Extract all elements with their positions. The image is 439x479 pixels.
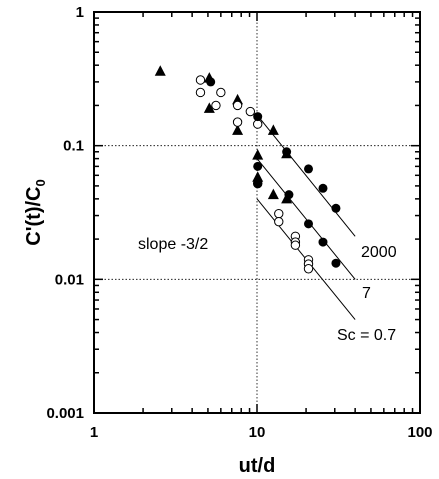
data-point-triangle xyxy=(267,124,279,135)
line-label-7: 7 xyxy=(362,285,371,302)
data-point-filled-circle xyxy=(282,147,292,157)
data-point-open-circle xyxy=(195,87,206,98)
data-point-filled-circle xyxy=(304,219,314,229)
data-point-open-circle xyxy=(274,216,284,227)
data-point-filled-circle xyxy=(304,164,314,174)
slope-reference-line xyxy=(256,158,356,280)
axis-ticks xyxy=(93,12,420,414)
data-point-open-circle xyxy=(211,100,221,111)
slope-annotation: slope -3/2 xyxy=(138,236,208,253)
data-point-filled-circle xyxy=(318,237,328,247)
data-point-triangle xyxy=(203,102,215,113)
data-point-filled-circle xyxy=(253,161,263,171)
x-axis-title: ut/d xyxy=(239,455,276,477)
data-point-open-circle xyxy=(290,240,301,250)
y-tick-label: 1 xyxy=(76,4,84,21)
gridlines xyxy=(94,12,420,413)
y-tick-label: 0.1 xyxy=(63,138,84,155)
y-tick-label: 0.01 xyxy=(55,271,84,288)
data-point-filled-circle xyxy=(253,112,263,122)
x-tick-label: 1 xyxy=(90,424,98,441)
y-tick-label: 0.001 xyxy=(46,405,84,422)
data-point-filled-circle xyxy=(284,190,294,200)
tick-labels: 1 10 100 0.001 0.01 0.1 1 xyxy=(46,4,432,441)
data-point-filled-circle xyxy=(331,258,341,268)
data-point-filled-circle xyxy=(253,179,263,189)
data-point-open-circle xyxy=(195,75,206,85)
data-point-filled-circle xyxy=(331,203,341,213)
y-axis-title: C'(t)/C0 xyxy=(23,179,48,245)
data-point-open-circle xyxy=(232,117,243,127)
y-axis-title-main: C'(t)/C xyxy=(23,187,45,246)
data-point-triangle xyxy=(267,188,279,200)
x-tick-label: 100 xyxy=(407,424,432,441)
line-label-sc: Sc = 0.7 xyxy=(337,327,396,344)
data-point-open-circle xyxy=(303,264,314,274)
y-axis-title-subscript: 0 xyxy=(33,179,48,186)
data-point-filled-circle xyxy=(318,183,328,193)
data-point-filled-circle xyxy=(206,77,216,87)
slope-reference-line xyxy=(256,114,356,237)
data-point-triangle xyxy=(232,124,244,135)
data-point-open-circle xyxy=(216,87,226,98)
data-point-open-circle xyxy=(274,208,284,219)
data-point-triangle xyxy=(154,65,166,76)
data-point-open-circle xyxy=(253,119,263,129)
x-tick-label: 10 xyxy=(249,424,266,441)
data-point-open-circle xyxy=(245,106,256,117)
data-markers xyxy=(154,65,341,274)
data-point-triangle xyxy=(252,171,264,182)
line-label-2000: 2000 xyxy=(361,244,397,261)
data-point-open-circle xyxy=(232,100,243,111)
data-point-triangle xyxy=(252,149,264,160)
